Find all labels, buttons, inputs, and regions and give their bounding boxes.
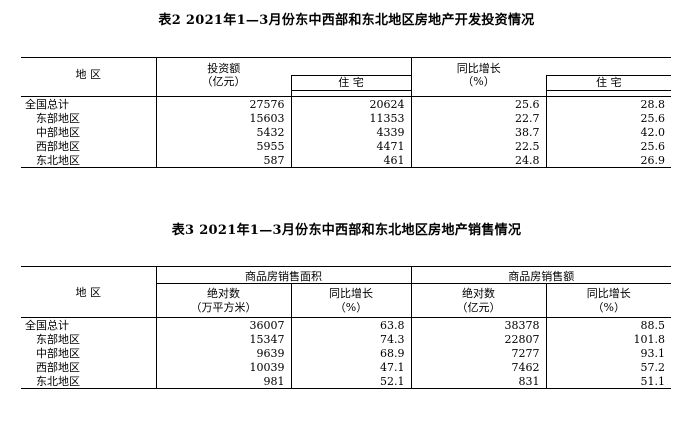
header-area-growth-unit: （%） [290, 300, 411, 318]
area-value: 15347 [155, 332, 291, 346]
growth-residential-value: 25.6 [545, 139, 671, 153]
region-name: 全国总计 [21, 317, 156, 332]
amount-growth-value: 57.2 [545, 360, 671, 374]
header-investment-unit: （亿元） [155, 75, 291, 90]
table-row: 中部地区 5432 4339 38.7 42.0 [21, 125, 671, 139]
investment-value: 27576 [155, 96, 291, 111]
amount-value: 38378 [410, 317, 546, 332]
area-growth-value: 52.1 [290, 374, 411, 389]
table-row: 全国总计 36007 63.8 38378 88.5 [21, 317, 671, 332]
region-name: 东北地区 [21, 374, 156, 389]
growth-residential-value: 28.8 [545, 96, 671, 111]
investment-value: 5432 [155, 125, 291, 139]
area-growth-value: 74.3 [290, 332, 411, 346]
table-row: 西部地区 5955 4471 22.5 25.6 [21, 139, 671, 153]
area-growth-value: 47.1 [290, 360, 411, 374]
region-name: 全国总计 [25, 97, 69, 111]
header-growth-unit: （%） [410, 75, 546, 90]
header-amount-abs-unit: （亿元） [410, 300, 546, 318]
header-growth-residential: 住 宅 [545, 74, 671, 91]
region-name: 东部地区 [36, 111, 80, 125]
area-value: 10039 [155, 360, 291, 374]
header-area-group: 商品房销售面积 [155, 266, 411, 284]
area-growth-value: 68.9 [290, 346, 411, 360]
investment-table: 地 区 投资额 同比增长 （亿元） 住 宅 （%） 住 宅 全国总计 27576… [21, 57, 671, 168]
region-name: 西部地区 [36, 360, 80, 374]
amount-value: 7462 [410, 360, 546, 374]
region-name: 东北地区 [21, 153, 156, 168]
header-amount-growth: 同比增长 [545, 283, 671, 300]
table-row: 东部地区 15603 11353 22.7 25.6 [21, 111, 671, 125]
investment-value: 15603 [155, 111, 291, 125]
residential-value: 11353 [290, 111, 411, 125]
amount-value: 7277 [410, 346, 546, 360]
region-name: 西部地区 [36, 139, 80, 153]
amount-value: 22807 [410, 332, 546, 346]
area-growth-value: 63.8 [290, 317, 411, 332]
table2-title: 表2 2021年1—3月份东中西部和东北地区房地产开发投资情况 [158, 13, 535, 28]
table-row: 东北地区 981 52.1 831 51.1 [21, 374, 671, 389]
growth-residential-value: 26.9 [545, 153, 671, 168]
area-value: 981 [155, 374, 291, 389]
header-residential: 住 宅 [290, 74, 411, 91]
header-amount-abs: 绝对数 [410, 283, 546, 300]
growth-value: 24.8 [410, 153, 546, 168]
residential-value: 4471 [290, 139, 411, 153]
header-growth: 同比增长 [410, 57, 546, 75]
growth-residential-value: 42.0 [545, 125, 671, 139]
residential-value: 4339 [290, 125, 411, 139]
region-name: 东部地区 [36, 332, 80, 346]
header-area-abs: 绝对数 [155, 283, 291, 300]
table-row: 西部地区 10039 47.1 7462 57.2 [21, 360, 671, 374]
table-row: 东部地区 15347 74.3 22807 101.8 [21, 332, 671, 346]
header-region: 地 区 [21, 266, 156, 318]
table-row: 全国总计 27576 20624 25.6 28.8 [21, 96, 671, 111]
growth-value: 22.7 [410, 111, 546, 125]
header-amount-group: 商品房销售额 [410, 266, 671, 284]
residential-value: 461 [290, 153, 411, 168]
table-row: 中部地区 9639 68.9 7277 93.1 [21, 346, 671, 360]
sales-table: 地 区 商品房销售面积 商品房销售额 绝对数 同比增长 绝对数 同比增长 （万平… [21, 266, 671, 389]
investment-value: 587 [155, 153, 291, 168]
region-name: 中部地区 [36, 346, 80, 360]
area-value: 36007 [155, 317, 291, 332]
header-region: 地 区 [21, 57, 156, 90]
header-area-growth: 同比增长 [290, 283, 411, 300]
header-area-abs-unit: （万平方米） [155, 300, 291, 318]
growth-value: 25.6 [410, 96, 546, 111]
growth-value: 38.7 [410, 125, 546, 139]
header-amount-growth-unit: （%） [545, 300, 671, 318]
amount-growth-value: 101.8 [545, 332, 671, 346]
amount-value: 831 [410, 374, 546, 389]
table3-title: 表3 2021年1—3月份东中西部和东北地区房地产销售情况 [171, 223, 522, 238]
amount-growth-value: 51.1 [545, 374, 671, 389]
growth-residential-value: 25.6 [545, 111, 671, 125]
area-value: 9639 [155, 346, 291, 360]
header-investment: 投资额 [155, 57, 291, 75]
residential-value: 20624 [290, 96, 411, 111]
amount-growth-value: 93.1 [545, 346, 671, 360]
amount-growth-value: 88.5 [545, 317, 671, 332]
table-row: 东北地区 587 461 24.8 26.9 [21, 153, 671, 168]
region-name: 中部地区 [36, 125, 80, 139]
investment-value: 5955 [155, 139, 291, 153]
growth-value: 22.5 [410, 139, 546, 153]
